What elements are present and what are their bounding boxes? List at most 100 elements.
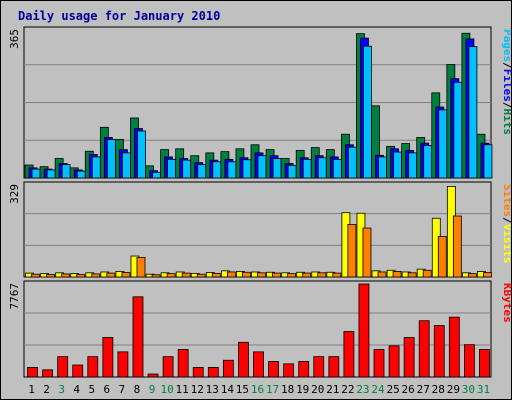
legend-separator: / [501,217,511,224]
day-label-10: 10 [160,383,173,396]
visits-plot-area [23,181,492,278]
day-label-16: 16 [251,383,264,396]
visits-bar-sites-day-7 [121,272,131,278]
day-label-24: 24 [371,383,385,396]
day-label-8: 8 [134,383,141,396]
kbytes-legend: KBytes [501,283,511,323]
kbytes-bar-kbytes-day-8 [132,296,144,378]
hits-bar-pages-day-5 [91,156,101,179]
visits-bar-sites-day-1 [31,273,40,278]
kbytes-bar-kbytes-day-13 [207,367,219,378]
day-label-13: 13 [206,383,219,396]
visits-bar-sites-day-16 [257,272,266,278]
legend-sites: Sites [501,184,511,217]
visits-bar-sites-day-25 [392,271,402,278]
visits-bar-sites-day-3 [61,273,71,278]
kbytes-bar-kbytes-day-4 [72,364,84,378]
visits-bar-sites-day-2 [46,274,55,278]
kbytes-bar-kbytes-day-21 [328,356,340,378]
kbytes-bar-kbytes-day-31 [479,349,490,378]
kbytes-bar-kbytes-day-17 [268,361,279,378]
visits-bar-sites-day-14 [226,271,236,278]
legend-pages: Pages [501,29,511,62]
visits-bar-sites-day-20 [317,272,327,278]
hits-bar-pages-day-3 [61,164,71,179]
day-label-22: 22 [341,383,354,396]
day-tick-labels: 1 2 3 4 5 6 7 8 9 10 11 12 13 14 15 16 17 18 19 20 21 22 23 24 2… [28,383,490,396]
kbytes-bar-kbytes-day-14 [222,359,234,378]
legend-kbytes: KBytes [501,283,511,323]
chart-title: Daily usage for January 2010 [18,9,220,23]
hits-bar-pages-day-23 [363,45,372,179]
day-label-5: 5 [88,383,95,396]
kbytes-bar-kbytes-day-30 [464,344,475,378]
hits-bar-pages-day-13 [212,161,222,179]
hits-bar-pages-day-21 [332,158,342,179]
day-label-17: 17 [266,383,279,396]
visits-bar-sites-day-8 [136,257,146,278]
legend-hits: Hits [501,109,511,136]
hits-bar-pages-day-18 [287,165,297,179]
visits-bar-sites-day-29 [452,215,462,278]
visits-bar-sites-day-24 [377,271,387,278]
day-label-19: 19 [296,383,309,396]
day-label-11: 11 [176,383,189,396]
visits-bar-sites-day-13 [211,272,221,278]
visits-bar-sites-day-6 [106,272,116,278]
hits-bar-pages-day-6 [106,139,116,179]
kbytes-bar-kbytes-day-25 [388,345,400,378]
day-label-18: 18 [281,383,294,396]
hits-bar-pages-day-2 [46,169,56,179]
hits-bar-pages-day-26 [408,152,418,179]
day-label-6: 6 [104,383,111,396]
day-label-23: 23 [356,383,369,396]
kbytes-max-label: 7767 [8,283,21,310]
day-label-27: 27 [417,383,430,396]
legend-visits: Visits [501,224,511,264]
kbytes-bar-kbytes-day-11 [177,349,189,378]
hits-bar-pages-day-10 [167,158,177,179]
visits-bar-sites-day-5 [91,273,101,278]
kbytes-bar-kbytes-day-2 [42,369,53,378]
kbytes-bar-kbytes-day-24 [373,349,385,378]
kbytes-bar-kbytes-day-3 [57,356,69,378]
hits-max-label: 365 [8,29,21,49]
hits-bar-pages-day-24 [378,156,387,179]
hits-bar-pages-day-7 [122,152,131,179]
day-label-20: 20 [311,383,324,396]
hits-bar-pages-day-9 [152,171,161,179]
visits-bar-sites-day-31 [483,272,492,278]
kbytes-bar-kbytes-day-18 [283,363,295,378]
day-label-14: 14 [221,383,235,396]
kbytes-bar-kbytes-day-20 [313,356,325,378]
kbytes-panel: 7767 KBytes [8,280,512,378]
day-label-26: 26 [402,383,415,396]
day-label-12: 12 [191,383,204,396]
kbytes-bar-kbytes-day-7 [117,351,129,378]
day-label-31: 31 [477,383,490,396]
kbytes-bar-kbytes-day-12 [192,367,204,378]
day-label-25: 25 [386,383,399,396]
hits-bar-pages-day-16 [257,155,267,179]
hits-bar-pages-day-31 [483,144,493,179]
hits-bar-pages-day-28 [438,109,448,179]
visits-bar-sites-day-9 [151,274,161,278]
kbytes-bar-kbytes-day-22 [343,331,355,378]
day-label-21: 21 [326,383,339,396]
visits-bar-sites-day-23 [362,227,372,278]
legend-separator: / [501,102,511,109]
kbytes-bar-kbytes-day-5 [87,356,99,378]
visits-bar-sites-day-21 [332,272,342,278]
chart-panels: 365Pages/Files/Hits329Sites/Visits7767KB… [8,26,512,378]
day-label-29: 29 [447,383,460,396]
hits-bar-pages-day-29 [453,81,463,179]
visits-bar-sites-day-4 [76,274,86,278]
hits-bar-pages-day-25 [393,151,402,179]
day-label-30: 30 [462,383,475,396]
visits-bar-sites-day-30 [468,273,477,278]
visits-bar-sites-day-18 [287,273,297,278]
hits-bar-pages-day-15 [242,159,252,179]
day-label-28: 28 [432,383,445,396]
